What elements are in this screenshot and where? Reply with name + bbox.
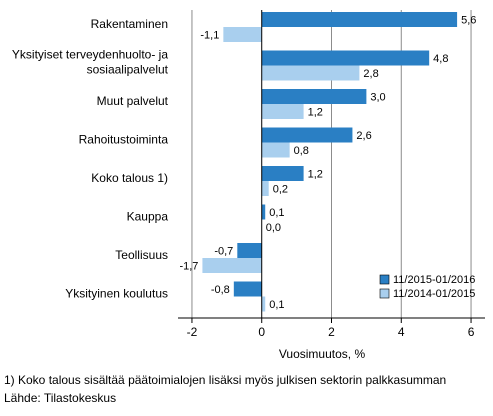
x-tick-label-4: 6	[468, 325, 475, 339]
category-label-5: Koko talous 1)	[91, 171, 168, 185]
value-label-s2-c5: 0,2	[273, 184, 288, 196]
bar-s2-c5	[261, 181, 269, 196]
bar-s2-c7	[202, 258, 262, 273]
value-label-s1-c6: 0,1	[269, 207, 284, 219]
bar-s2-c2	[261, 65, 360, 81]
legend-label-1: 11/2015-01/2016	[393, 274, 475, 286]
category-label-3: Muut palvelut	[97, 94, 169, 108]
value-label-s1-c5: 1,2	[308, 169, 323, 181]
source-note: Lähde: Tilastokeskus	[4, 391, 117, 405]
value-label-s1-c8: -0,8	[211, 284, 230, 296]
legend-swatch-1	[379, 274, 390, 285]
bar-s1-c3	[261, 89, 367, 104]
category-label-2-line1: Yksityiset terveydenhuolto- ja	[12, 48, 168, 62]
x-tick-label-0: -2	[187, 325, 198, 339]
bar-s1-c2	[261, 50, 430, 66]
bars	[202, 12, 458, 312]
category-label-8: Yksityinen koulutus	[65, 287, 168, 301]
value-label-s2-c6: 0,0	[266, 222, 281, 234]
bar-chart: Rakentaminen Yksityiset terveydenhuolto- …	[12, 10, 485, 361]
legend-swatch-2	[379, 288, 390, 299]
legend: 11/2015-01/2016 11/2014-01/2015	[379, 274, 475, 300]
footnote: 1) Koko talous sisältää päätoimialojen l…	[4, 373, 447, 387]
bar-s1-c8	[233, 281, 262, 297]
value-label-s2-c2: 2,8	[363, 68, 378, 80]
value-label-s2-c3: 1,2	[308, 107, 323, 119]
value-label-s1-c7: -0,7	[214, 246, 233, 258]
bar-s1-c1	[261, 12, 458, 27]
bar-s2-c4	[261, 142, 290, 158]
category-label-6: Kauppa	[127, 210, 169, 224]
value-label-s1-c3: 3,0	[370, 92, 385, 104]
category-label-1: Rakentaminen	[91, 17, 168, 31]
value-label-s1-c1: 5,6	[461, 15, 476, 27]
category-label-4: Rahoitustoiminta	[79, 133, 169, 147]
category-labels: Rakentaminen Yksityiset terveydenhuolto- …	[12, 17, 169, 301]
value-label-s2-c8: 0,1	[269, 299, 284, 311]
legend-label-2: 11/2014-01/2015	[393, 288, 475, 300]
x-tick-label-1: 0	[258, 325, 265, 339]
x-tick-label-2: 2	[328, 325, 335, 339]
value-label-s2-c7: -1,7	[179, 261, 198, 273]
value-label-s1-c4: 2,6	[356, 130, 371, 142]
bar-s1-c4	[261, 127, 353, 143]
category-label-2-line2: sosiaalipalvelut	[87, 63, 169, 77]
x-axis-title: Vuosimuutos, %	[279, 347, 366, 361]
value-label-s1-c2: 4,8	[433, 53, 448, 65]
data-labels: 5,6 -1,1 4,8 2,8 3,0 1,2 2,6 0,8 1,2 0,2 0,1 0,0 -0,…	[179, 15, 476, 312]
bar-s1-c6	[261, 204, 266, 220]
bar-s2-c8	[261, 296, 266, 312]
x-tick-label-3: 4	[398, 325, 405, 339]
bar-s1-c7	[237, 243, 262, 258]
value-label-s2-c4: 0,8	[294, 145, 309, 157]
bar-s2-c1	[223, 27, 262, 42]
x-axis: -2 0 2 4 6	[178, 10, 485, 339]
bar-s2-c3	[261, 104, 304, 119]
category-label-7: Teollisuus	[115, 248, 168, 262]
bar-s1-c5	[261, 166, 304, 181]
value-label-s2-c1: -1,1	[200, 30, 219, 42]
